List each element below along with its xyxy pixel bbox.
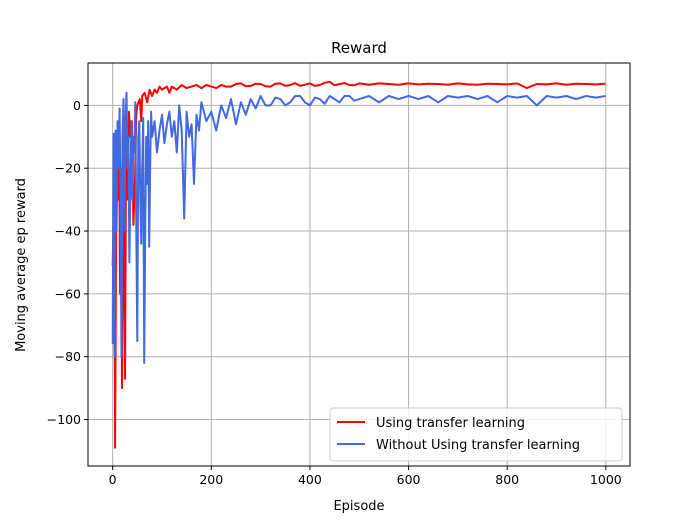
x-axis-label: Episode bbox=[333, 499, 384, 514]
grid bbox=[88, 63, 630, 466]
x-tick-label: 600 bbox=[397, 472, 421, 487]
x-tick-label: 400 bbox=[298, 472, 322, 487]
series-line-no-transfer bbox=[111, 91, 606, 364]
x-tick-label: 0 bbox=[109, 472, 117, 487]
y-tick-label: −40 bbox=[55, 224, 81, 239]
legend: Using transfer learning Without Using tr… bbox=[329, 407, 623, 462]
y-tick-label: −60 bbox=[55, 286, 81, 301]
y-tick-label: 0 bbox=[73, 98, 81, 113]
legend-label-transfer: Using transfer learning bbox=[376, 416, 525, 431]
series-lines bbox=[111, 80, 606, 449]
legend-box bbox=[329, 407, 623, 462]
y-tick-label: −80 bbox=[55, 349, 81, 364]
x-tick-label: 200 bbox=[199, 472, 223, 487]
x-tick-label: 800 bbox=[495, 472, 519, 487]
y-tick-label: −100 bbox=[47, 412, 81, 427]
y-axis-label: Moving average ep reward bbox=[14, 178, 29, 352]
chart-title: Reward bbox=[331, 39, 387, 57]
plot-frame bbox=[87, 62, 631, 467]
legend-label-no-transfer: Without Using transfer learning bbox=[376, 438, 580, 453]
x-tick-label: 1000 bbox=[590, 472, 622, 487]
y-tick-label: −20 bbox=[55, 161, 81, 176]
ticks: 0 200 400 600 800 1000 −100 −80 −60 −40 −20 0 bbox=[47, 98, 622, 487]
